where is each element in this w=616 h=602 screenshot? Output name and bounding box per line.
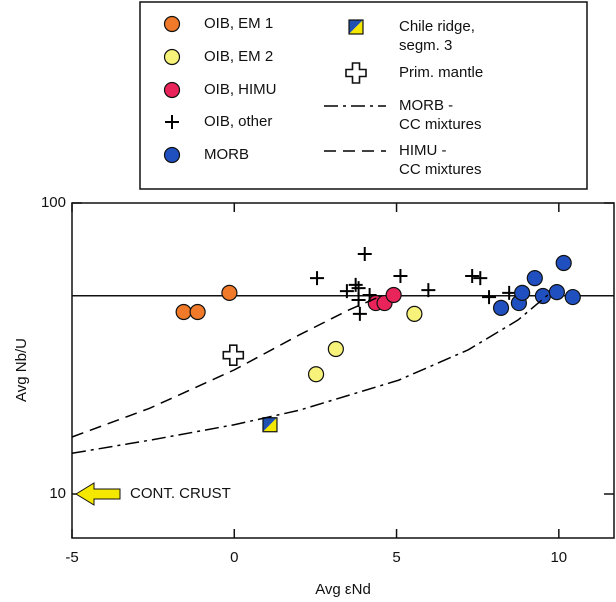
- point: [514, 284, 531, 301]
- point: [310, 271, 325, 286]
- x-tick-label: 10: [550, 549, 567, 566]
- point-half: [349, 20, 363, 34]
- point: [339, 284, 354, 299]
- point-border: [262, 417, 278, 433]
- point: [406, 305, 423, 322]
- legend-marker: [165, 115, 179, 129]
- legend-label: MORB -CC mixtures: [399, 97, 482, 133]
- point-half: [262, 417, 277, 432]
- mixing-curve: [71, 294, 549, 455]
- point: [473, 271, 488, 286]
- legend-marker: [348, 19, 364, 35]
- legend-label: Chile ridge, segm. 3: [399, 18, 475, 54]
- arrow: [75, 482, 121, 506]
- legend-marker: [163, 146, 181, 164]
- point: [482, 290, 497, 305]
- point: [526, 269, 543, 287]
- point: [534, 287, 552, 305]
- legend-marker: [345, 62, 367, 84]
- legend-label: HIMU -CC mixtures: [399, 142, 482, 178]
- y-axis-label: Avg Nb/U: [13, 338, 30, 402]
- point: [385, 286, 402, 304]
- legend-label: MORB: [204, 146, 249, 163]
- plot-frame: [71, 202, 615, 539]
- mixing-curve: [71, 296, 379, 438]
- point: [327, 340, 344, 358]
- legend-marker: [163, 15, 181, 33]
- point: [393, 269, 408, 284]
- x-tick-label: 0: [230, 549, 238, 566]
- point: [222, 344, 245, 366]
- point: [189, 303, 206, 321]
- legend-label: OIB, EM 1: [204, 15, 273, 32]
- point: [564, 288, 581, 306]
- point: [351, 293, 366, 308]
- point: [307, 366, 325, 383]
- point: [362, 287, 377, 302]
- point: [555, 254, 572, 272]
- x-tick-label: -5: [65, 549, 78, 566]
- legend-label: OIB, HIMU: [204, 81, 277, 98]
- legend-label: OIB, EM 2: [204, 48, 273, 65]
- point: [262, 417, 278, 433]
- point: [348, 277, 363, 292]
- point: [352, 306, 367, 321]
- point: [221, 284, 238, 301]
- point: [175, 303, 192, 321]
- legend-marker: [163, 81, 181, 99]
- y-tick-label: 100: [41, 194, 66, 211]
- y-tick-label: 10: [49, 485, 66, 502]
- x-axis-label: Avg εNd: [315, 581, 371, 598]
- legend-marker: [163, 48, 181, 66]
- point: [465, 269, 480, 284]
- annotation: CONT. CRUST: [130, 485, 231, 502]
- point: [502, 285, 517, 300]
- point: [421, 283, 436, 298]
- point: [548, 284, 565, 301]
- legend-label: OIB, other: [204, 113, 272, 130]
- point: [492, 299, 510, 317]
- legend-label: Prim. mantle: [399, 64, 483, 81]
- x-tick-label: 5: [392, 549, 400, 566]
- point-border: [348, 19, 364, 35]
- point: [351, 281, 366, 296]
- point: [357, 246, 372, 261]
